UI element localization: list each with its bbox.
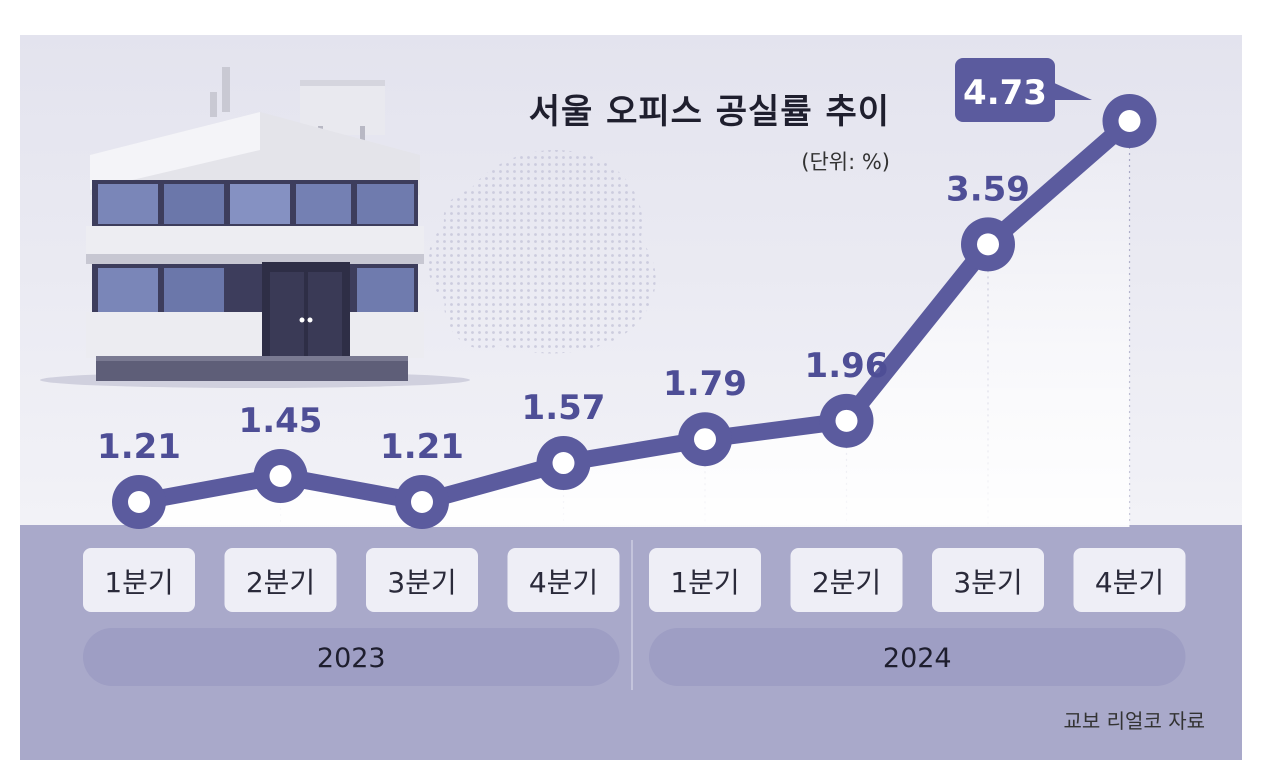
value-label: 1.45 [239, 401, 323, 441]
data-point [395, 475, 449, 529]
value-label: 1.96 [805, 346, 889, 386]
quarter-label: 3분기 [953, 566, 1022, 599]
data-point [253, 449, 308, 504]
year-label: 2024 [883, 643, 952, 674]
data-point [1102, 94, 1157, 148]
quarter-label-box: 1분기 [649, 548, 761, 612]
quarter-label-box: 3분기 [932, 548, 1044, 612]
value-label: 1.21 [380, 427, 464, 467]
quarter-label-box: 1분기 [83, 548, 195, 612]
year-label-pill: 2024 [649, 628, 1186, 686]
quarter-label: 4분기 [529, 566, 598, 599]
quarter-label: 3분기 [387, 566, 456, 599]
highlight-callout: 4.73 [955, 58, 1092, 122]
data-point [961, 217, 1015, 272]
quarter-label: 2분기 [812, 566, 881, 599]
quarter-label-box: 2분기 [790, 548, 903, 612]
chart-title: 서울 오피스 공실률 추이 [528, 92, 890, 132]
value-label: 1.79 [663, 364, 747, 404]
seoul-map-icon [428, 150, 656, 354]
unit-label: (단위: %) [801, 150, 890, 174]
quarter-label: 1분기 [670, 566, 739, 599]
quarter-label-box: 3분기 [366, 548, 478, 612]
quarter-label: 2분기 [246, 566, 315, 599]
value-label: 1.21 [97, 427, 181, 467]
office-building-icon [40, 67, 470, 388]
quarter-label: 1분기 [104, 566, 173, 599]
year-label: 2023 [317, 643, 386, 674]
data-point [112, 475, 166, 529]
source-label: 교보 리얼코 자료 [1063, 709, 1205, 733]
value-label: 1.57 [522, 388, 606, 428]
value-label: 3.59 [946, 169, 1030, 209]
highlight-value-label: 4.73 [963, 73, 1047, 113]
line-area-fill [139, 121, 1130, 527]
quarter-label-box: 4분기 [1073, 548, 1186, 612]
data-point [819, 393, 874, 448]
year-label-pill: 2023 [83, 628, 620, 686]
quarter-label: 4분기 [1095, 566, 1164, 599]
quarter-label-box: 2분기 [224, 548, 337, 612]
data-point [536, 436, 591, 491]
data-point [678, 412, 732, 467]
quarter-label-box: 4분기 [507, 548, 620, 612]
